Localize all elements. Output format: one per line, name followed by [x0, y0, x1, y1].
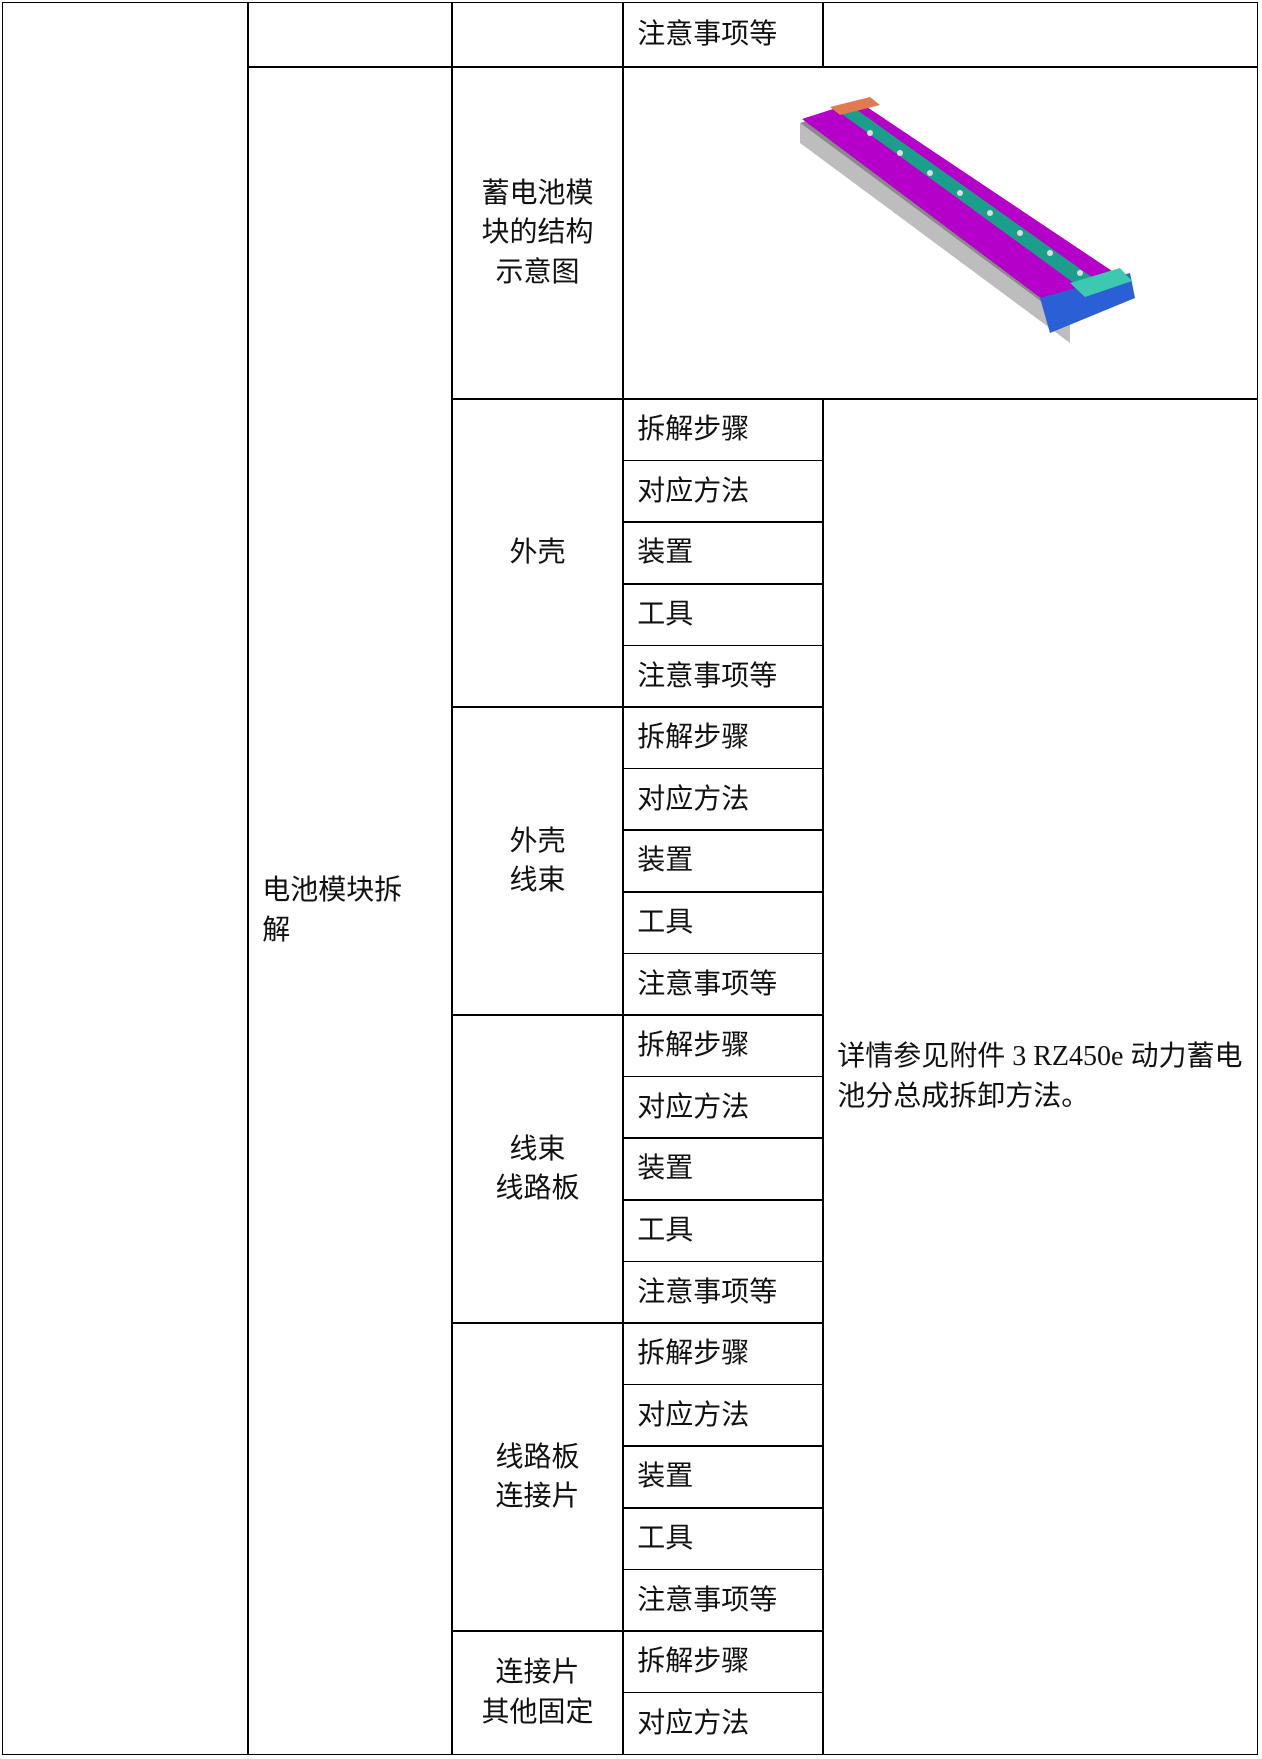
item-cell: 对应方法	[622, 1383, 824, 1447]
empty-cell	[451, 2, 624, 68]
group-name: 连接片 其他固定	[451, 1630, 624, 1755]
item-cell: 拆解步骤	[622, 1630, 824, 1694]
item-cell: 工具	[622, 891, 824, 955]
item-cell: 对应方法	[622, 767, 824, 831]
item-cell: 装置	[622, 829, 824, 893]
item-cell: 注意事项等	[622, 952, 824, 1016]
group-name: 线束 线路板	[451, 1014, 624, 1324]
item-cell: 对应方法	[622, 1691, 824, 1755]
item-cell: 拆解步骤	[622, 398, 824, 462]
item-cell: 拆解步骤	[622, 1322, 824, 1386]
item-cell: 对应方法	[622, 1075, 824, 1139]
item-cell: 装置	[622, 1445, 824, 1509]
item-cell: 工具	[622, 583, 824, 647]
group-name: 外壳	[451, 398, 624, 708]
image-cell	[622, 66, 1258, 400]
item-cell: 注意事项等	[622, 644, 824, 708]
item-cell: 注意事项等	[622, 2, 824, 68]
item-cell: 装置	[622, 521, 824, 585]
item-cell: 拆解步骤	[622, 706, 824, 770]
empty-cell	[247, 2, 453, 68]
item-cell: 工具	[622, 1507, 824, 1571]
item-cell: 工具	[622, 1199, 824, 1263]
item-cell: 对应方法	[622, 459, 824, 523]
empty-cell	[822, 2, 1258, 68]
item-cell: 注意事项等	[622, 1260, 824, 1324]
item-cell: 注意事项等	[622, 1568, 824, 1632]
section-label: 电池模块拆 解	[247, 66, 453, 1755]
group-name: 外壳 线束	[451, 706, 624, 1016]
battery-module-image	[800, 97, 1135, 343]
note: 详情参见附件 3 RZ450e 动力蓄电池分总成拆卸方法。	[822, 398, 1258, 1755]
item-cell: 装置	[622, 1137, 824, 1201]
item-cell: 拆解步骤	[622, 1014, 824, 1078]
group-name: 线路板 连接片	[451, 1322, 624, 1632]
empty-cell	[2, 2, 249, 1755]
diagram-label: 蓄电池模 块的结构 示意图	[451, 66, 624, 400]
